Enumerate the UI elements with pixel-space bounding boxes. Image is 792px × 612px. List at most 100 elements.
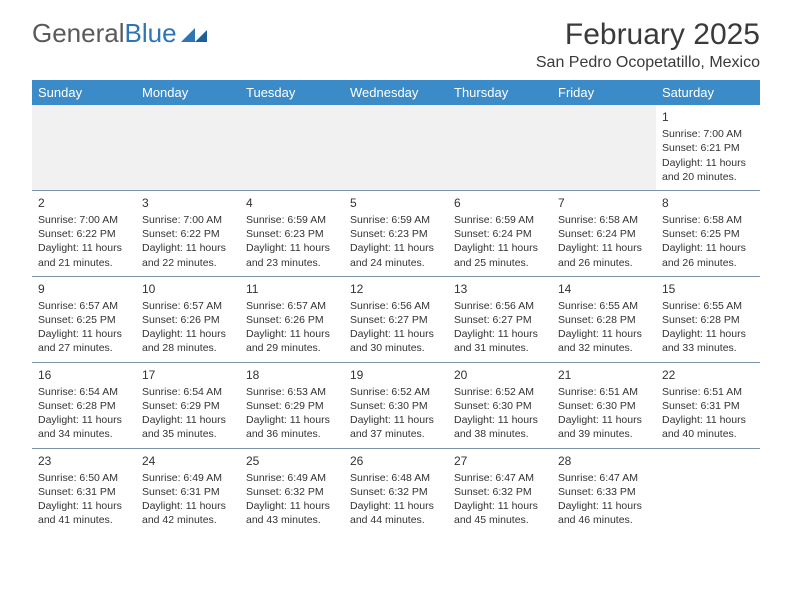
calendar-day: 7Sunrise: 6:58 AMSunset: 6:24 PMDaylight… (552, 191, 656, 276)
daylight-line: Daylight: 11 hours and 45 minutes. (454, 499, 546, 527)
sunrise-line: Sunrise: 6:57 AM (246, 299, 338, 313)
daylight-line: Daylight: 11 hours and 42 minutes. (142, 499, 234, 527)
calendar-day: 14 Sunrise: 6:55 AMSunset: 6:28 PMDayligh… (552, 277, 656, 362)
day-header: Monday (136, 80, 240, 105)
day-number: 11 (246, 281, 338, 297)
calendar-day: 11Sunrise: 6:57 AMSunset: 6:26 PMDayligh… (240, 277, 344, 362)
sunrise-line: Sunrise: 6:51 AM (558, 385, 650, 399)
day-number: 9 (38, 281, 130, 297)
day-number: 27 (454, 453, 546, 469)
daylight-line: Daylight: 11 hours and 44 minutes. (350, 499, 442, 527)
sunset-line: Sunset: 6:28 PM (558, 313, 650, 327)
sunrise-line: Sunrise: 6:57 AM (142, 299, 234, 313)
sunrise-line: Sunrise: 6:47 AM (558, 471, 650, 485)
day-number: 25 (246, 453, 338, 469)
daylight-line: Daylight: 11 hours and 28 minutes. (142, 327, 234, 355)
sunrise-line: Sunrise: 6:58 AM (558, 213, 650, 227)
day-header-row: SundayMondayTuesdayWednesdayThursdayFrid… (32, 80, 760, 105)
day-number: 2 (38, 195, 130, 211)
sunrise-line: Sunrise: 6:55 AM (662, 299, 754, 313)
daylight-line: Daylight: 11 hours and 32 minutes. (558, 327, 650, 355)
sunset-line: Sunset: 6:32 PM (350, 485, 442, 499)
daylight-line: Daylight: 11 hours and 31 minutes. (454, 327, 546, 355)
sunrise-line: Sunrise: 6:59 AM (246, 213, 338, 227)
sunset-line: Sunset: 6:25 PM (38, 313, 130, 327)
calendar-day: 2Sunrise: 7:00 AMSunset: 6:22 PMDaylight… (32, 191, 136, 276)
calendar-day-empty (656, 449, 760, 534)
calendar-day: 23Sunrise: 6:50 AMSunset: 6:31 PMDayligh… (32, 449, 136, 534)
day-number: 19 (350, 367, 442, 383)
page-title: February 2025 (536, 18, 760, 52)
day-number: 12 (350, 281, 442, 297)
daylight-line: Daylight: 11 hours and 38 minutes. (454, 413, 546, 441)
calendar-day: 24Sunrise: 6:49 AMSunset: 6:31 PMDayligh… (136, 449, 240, 534)
sunrise-line: Sunrise: 6:50 AM (38, 471, 130, 485)
sunrise-line: Sunrise: 6:56 AM (454, 299, 546, 313)
sunset-line: Sunset: 6:27 PM (350, 313, 442, 327)
daylight-line: Daylight: 11 hours and 35 minutes. (142, 413, 234, 441)
calendar-day: 13Sunrise: 6:56 AMSunset: 6:27 PMDayligh… (448, 277, 552, 362)
location: San Pedro Ocopetatillo, Mexico (536, 54, 760, 72)
sunrise-line: Sunrise: 6:53 AM (246, 385, 338, 399)
sunset-line: Sunset: 6:25 PM (662, 227, 754, 241)
daylight-line: Daylight: 11 hours and 33 minutes. (662, 327, 754, 355)
day-number: 3 (142, 195, 234, 211)
sunset-line: Sunset: 6:26 PM (246, 313, 338, 327)
daylight-line: Daylight: 11 hours and 27 minutes. (38, 327, 130, 355)
day-header: Sunday (32, 80, 136, 105)
sunrise-line: Sunrise: 6:56 AM (350, 299, 442, 313)
sunrise-line: Sunrise: 6:49 AM (246, 471, 338, 485)
calendar-day-empty (32, 105, 136, 190)
day-number: 21 (558, 367, 650, 383)
day-number: 14 (558, 281, 650, 297)
day-header: Wednesday (344, 80, 448, 105)
calendar-day-empty (552, 105, 656, 190)
sunset-line: Sunset: 6:22 PM (38, 227, 130, 241)
sunrise-line: Sunrise: 6:52 AM (454, 385, 546, 399)
sunrise-line: Sunrise: 6:52 AM (350, 385, 442, 399)
calendar-week: 2Sunrise: 7:00 AMSunset: 6:22 PMDaylight… (32, 190, 760, 276)
sunset-line: Sunset: 6:22 PM (142, 227, 234, 241)
sunset-line: Sunset: 6:31 PM (662, 399, 754, 413)
day-number: 4 (246, 195, 338, 211)
sunrise-line: Sunrise: 6:51 AM (662, 385, 754, 399)
sunset-line: Sunset: 6:30 PM (454, 399, 546, 413)
calendar-day: 19Sunrise: 6:52 AMSunset: 6:30 PMDayligh… (344, 363, 448, 448)
calendar-day: 18Sunrise: 6:53 AMSunset: 6:29 PMDayligh… (240, 363, 344, 448)
daylight-line: Daylight: 11 hours and 40 minutes. (662, 413, 754, 441)
sunset-line: Sunset: 6:30 PM (350, 399, 442, 413)
sunset-line: Sunset: 6:24 PM (454, 227, 546, 241)
sunrise-line: Sunrise: 6:49 AM (142, 471, 234, 485)
day-number: 16 (38, 367, 130, 383)
daylight-line: Daylight: 11 hours and 34 minutes. (38, 413, 130, 441)
day-number: 26 (350, 453, 442, 469)
daylight-line: Daylight: 11 hours and 41 minutes. (38, 499, 130, 527)
calendar-day: 17Sunrise: 6:54 AMSunset: 6:29 PMDayligh… (136, 363, 240, 448)
sunset-line: Sunset: 6:31 PM (38, 485, 130, 499)
day-number: 17 (142, 367, 234, 383)
daylight-line: Daylight: 11 hours and 39 minutes. (558, 413, 650, 441)
day-number: 10 (142, 281, 234, 297)
sunrise-line: Sunrise: 6:55 AM (558, 299, 650, 313)
calendar-day-empty (136, 105, 240, 190)
daylight-line: Daylight: 11 hours and 20 minutes. (662, 156, 754, 184)
day-number: 20 (454, 367, 546, 383)
sunrise-line: Sunrise: 6:54 AM (38, 385, 130, 399)
day-number: 8 (662, 195, 754, 211)
day-number: 13 (454, 281, 546, 297)
day-header: Tuesday (240, 80, 344, 105)
sunrise-line: Sunrise: 6:59 AM (350, 213, 442, 227)
calendar-week: 9Sunrise: 6:57 AMSunset: 6:25 PMDaylight… (32, 276, 760, 362)
sunrise-line: Sunrise: 6:58 AM (662, 213, 754, 227)
day-number: 24 (142, 453, 234, 469)
day-header: Saturday (656, 80, 760, 105)
daylight-line: Daylight: 11 hours and 36 minutes. (246, 413, 338, 441)
daylight-line: Daylight: 11 hours and 23 minutes. (246, 241, 338, 269)
daylight-line: Daylight: 11 hours and 22 minutes. (142, 241, 234, 269)
daylight-line: Daylight: 11 hours and 26 minutes. (662, 241, 754, 269)
calendar-day: 8 Sunrise: 6:58 AMSunset: 6:25 PMDaylight… (656, 191, 760, 276)
day-number: 6 (454, 195, 546, 211)
day-number: 22 (662, 367, 754, 383)
sunset-line: Sunset: 6:29 PM (246, 399, 338, 413)
sunset-line: Sunset: 6:30 PM (558, 399, 650, 413)
